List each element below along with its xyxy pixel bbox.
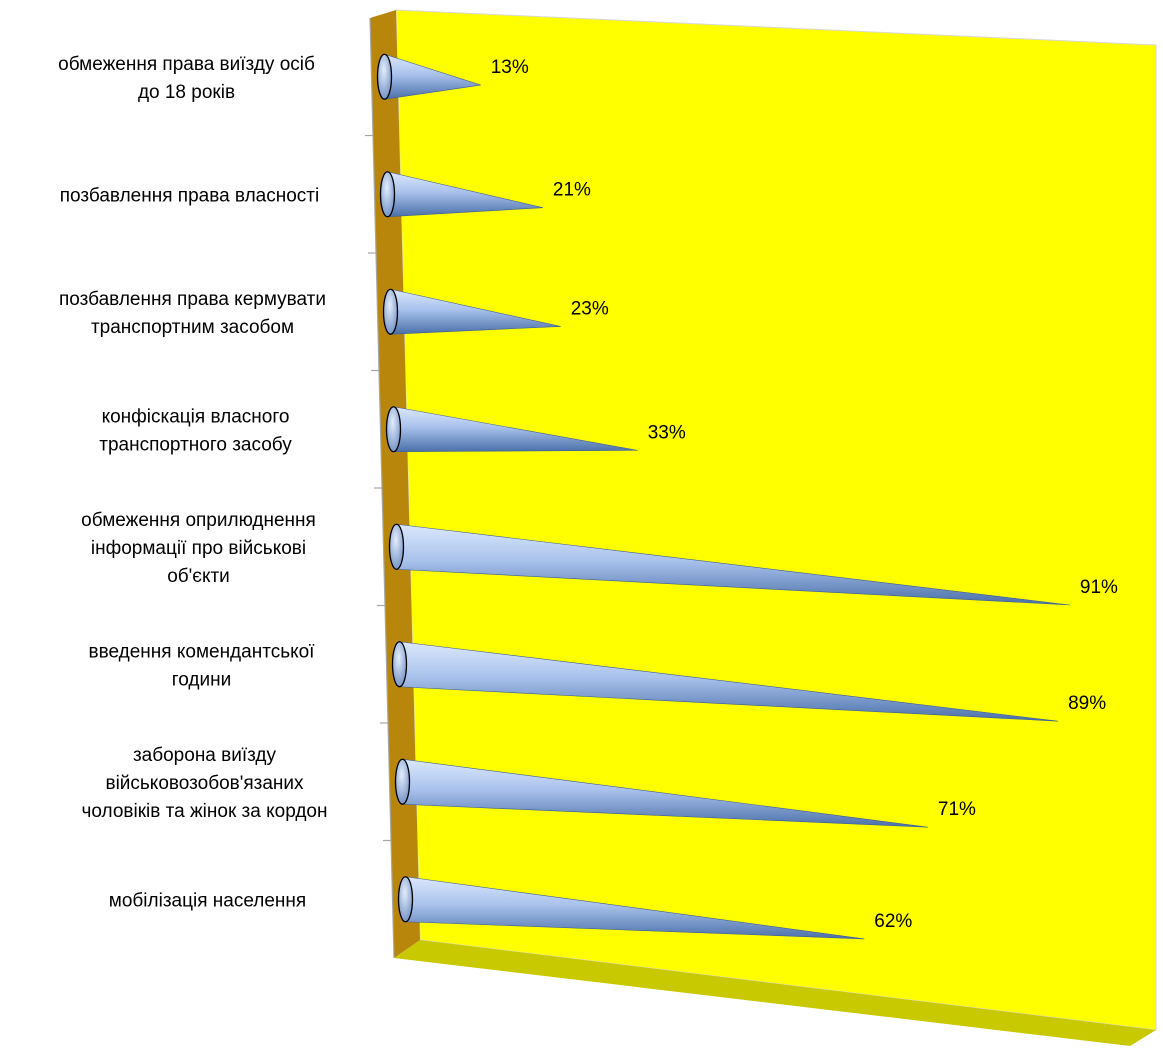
category-label-line: транспортного засобу [99,434,292,455]
cone-base [394,758,411,805]
data-label: 89% [1068,693,1106,714]
cone-base [376,53,393,100]
data-label: 13% [491,57,529,78]
category-label-line: заборона виїзду [133,745,277,766]
chart-floor [394,940,1156,1046]
category-label-line: обмеження оприлюднення [81,510,316,531]
data-labels: 13% 21% 23% 33% 91% 89% 71% 62% [491,57,1118,932]
category-label-line: об'єкти [167,566,230,587]
category-label-line: до 18 років [138,82,235,103]
category-label-line: конфіскація власного [102,406,290,427]
cone-base [385,406,402,453]
category-label: введення комендантської години [89,641,316,690]
cone-base [391,641,408,688]
category-label: позбавлення права власності [60,185,319,206]
cone-series [376,53,1070,940]
cone-base [397,876,414,923]
category-label: заборона виїзду військовозобов'язаних чоло… [82,745,328,822]
category-label: мобілізація населення [109,890,306,911]
data-label: 71% [938,799,976,820]
axis-ticks [365,134,391,842]
category-label-line: позбавлення права власності [60,185,319,206]
category-label: обмеження права виїзду осіб до 18 років [58,54,315,103]
category-label: конфіскація власного транспортного засобу [99,406,292,455]
category-label-line: військовозобов'язаних [105,773,304,794]
cone-base [379,171,396,218]
chart-back-wall [395,9,1157,1031]
data-label: 21% [553,180,591,201]
cone-base [382,288,399,335]
category-label: позбавлення права кермувати транспортним … [59,289,326,338]
category-label-line: введення комендантської [89,641,316,662]
data-label: 62% [874,911,912,932]
category-label-line: обмеження права виїзду осіб [58,54,315,75]
category-labels: обмеження права виїзду осіб до 18 років по… [58,54,327,912]
category-label-line: мобілізація населення [109,890,306,911]
category-label-line: позбавлення права кермувати [59,289,326,310]
chart-side-wall [370,10,420,958]
data-label: 91% [1080,577,1118,598]
cone-base [388,523,405,570]
category-label-line: інформації про військові [91,538,306,559]
category-label-line: години [172,669,231,690]
category-label-line: чоловіків та жінок за кордон [82,801,328,822]
category-label: обмеження оприлюднення інформації про вій… [81,510,316,587]
category-label-line: транспортним засобом [91,317,294,338]
data-label: 23% [571,298,609,319]
data-label: 33% [648,422,686,443]
